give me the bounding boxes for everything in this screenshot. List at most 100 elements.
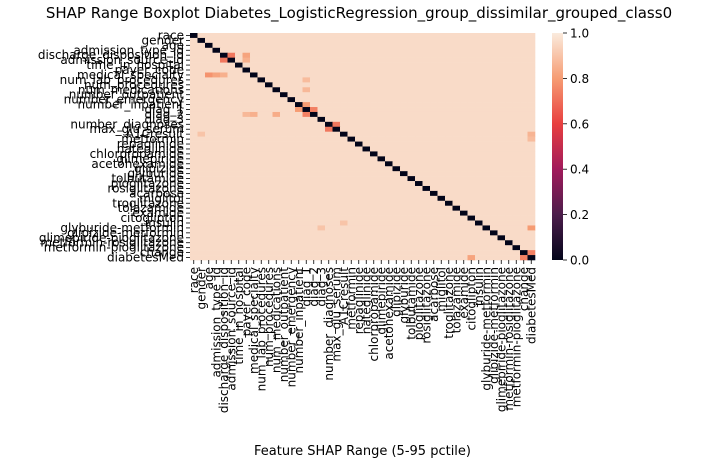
heatmap-cell bbox=[355, 62, 363, 68]
heatmap-cell bbox=[527, 225, 536, 231]
heatmap-cell bbox=[482, 92, 491, 98]
heatmap-cell bbox=[452, 190, 461, 197]
heatmap-cell bbox=[377, 72, 386, 78]
heatmap-cell bbox=[415, 210, 423, 216]
heatmap-cell bbox=[295, 107, 303, 113]
heatmap-cell bbox=[205, 77, 213, 83]
heatmap-cell bbox=[512, 245, 521, 251]
y-tick-label: glimepiride bbox=[116, 152, 184, 166]
x-tick-label: metformin bbox=[344, 267, 358, 330]
heatmap-cell bbox=[332, 230, 341, 236]
heatmap-cell bbox=[302, 181, 311, 187]
heatmap-cell bbox=[257, 37, 266, 44]
heatmap-cell bbox=[460, 195, 468, 202]
heatmap-cell bbox=[340, 52, 348, 58]
heatmap-cell bbox=[527, 52, 536, 58]
heatmap-cell bbox=[430, 126, 438, 132]
heatmap-cell bbox=[445, 190, 453, 197]
heatmap-cell bbox=[235, 47, 243, 54]
heatmap-cell bbox=[250, 200, 258, 207]
heatmap-cell bbox=[400, 156, 408, 162]
heatmap-cell bbox=[235, 121, 243, 128]
y-tick-label: metformin bbox=[121, 132, 184, 146]
heatmap-cell bbox=[265, 111, 273, 118]
heatmap-cell bbox=[482, 151, 491, 157]
heatmap-cell bbox=[430, 146, 438, 152]
heatmap-cell bbox=[385, 77, 393, 83]
heatmap-cell bbox=[445, 136, 453, 142]
heatmap-cell bbox=[325, 87, 333, 93]
heatmap-cell bbox=[212, 195, 221, 202]
heatmap-cell bbox=[302, 215, 311, 221]
y-tick-label: num_lab_procedures bbox=[60, 73, 184, 87]
heatmap-cell bbox=[190, 156, 198, 162]
heatmap-cell bbox=[512, 126, 521, 132]
heatmap-cell bbox=[392, 131, 401, 137]
heatmap-cell bbox=[482, 33, 491, 39]
heatmap-cell bbox=[520, 230, 528, 236]
heatmap-cell bbox=[235, 205, 243, 211]
heatmap-cell bbox=[347, 37, 356, 44]
heatmap-cell bbox=[295, 42, 303, 49]
heatmap-cell bbox=[527, 136, 536, 142]
heatmap-cell bbox=[437, 62, 446, 68]
heatmap-cell bbox=[415, 131, 423, 137]
heatmap-cell bbox=[385, 176, 393, 182]
heatmap-cell bbox=[302, 102, 311, 108]
heatmap-cell bbox=[415, 121, 423, 128]
heatmap-cell bbox=[280, 57, 288, 63]
heatmap-cell bbox=[505, 131, 513, 137]
heatmap-cell bbox=[272, 156, 281, 162]
heatmap-cell bbox=[235, 141, 243, 147]
heatmap-cell bbox=[250, 235, 258, 241]
y-tick-label: diag_1 bbox=[144, 102, 184, 116]
heatmap-cell bbox=[392, 195, 401, 202]
heatmap-cell bbox=[302, 220, 311, 226]
heatmap-cell bbox=[220, 82, 228, 88]
heatmap-cell bbox=[452, 230, 461, 236]
heatmap-cell bbox=[512, 161, 521, 167]
heatmap-cell bbox=[407, 111, 416, 118]
heatmap-cell bbox=[362, 220, 371, 226]
heatmap-cell bbox=[235, 215, 243, 221]
heatmap-cell bbox=[220, 181, 228, 187]
heatmap-cell bbox=[452, 102, 461, 108]
heatmap-cell bbox=[242, 67, 251, 73]
heatmap-cell bbox=[355, 57, 363, 63]
heatmap-cell bbox=[400, 210, 408, 216]
heatmap-cell bbox=[385, 255, 393, 261]
heatmap-cell bbox=[332, 111, 341, 118]
heatmap-cell bbox=[227, 161, 236, 167]
heatmap-cell bbox=[332, 146, 341, 152]
heatmap-cell bbox=[445, 215, 453, 221]
heatmap-cell bbox=[197, 42, 206, 49]
heatmap-cell bbox=[355, 136, 363, 142]
heatmap-cell bbox=[190, 176, 198, 182]
heatmap-cell bbox=[235, 181, 243, 187]
heatmap-cell bbox=[400, 57, 408, 63]
heatmap-cell bbox=[460, 215, 468, 221]
heatmap-cell bbox=[505, 250, 513, 256]
x-tick-label: acetohexamide bbox=[382, 267, 396, 360]
heatmap-cell bbox=[205, 181, 213, 187]
x-tick-label: troglitazone bbox=[442, 267, 456, 339]
heatmap-cell bbox=[437, 141, 446, 147]
heatmap-cell bbox=[235, 72, 243, 78]
heatmap-cell bbox=[400, 171, 408, 177]
heatmap-cell bbox=[265, 255, 273, 261]
heatmap-cell bbox=[437, 57, 446, 63]
heatmap-cell bbox=[490, 195, 498, 202]
heatmap-cell bbox=[497, 141, 506, 147]
heatmap-cell bbox=[467, 171, 476, 177]
heatmap-cell bbox=[347, 195, 356, 202]
heatmap-cell bbox=[340, 33, 348, 39]
heatmap-cell bbox=[400, 62, 408, 68]
heatmap-cell bbox=[197, 190, 206, 197]
heatmap-cell bbox=[407, 205, 416, 211]
heatmap-cell bbox=[257, 72, 266, 78]
heatmap-cell bbox=[467, 121, 476, 128]
heatmap-cell bbox=[422, 185, 431, 192]
heatmap-cell bbox=[272, 87, 281, 93]
heatmap-cell bbox=[287, 77, 296, 83]
heatmap-cell bbox=[257, 245, 266, 251]
